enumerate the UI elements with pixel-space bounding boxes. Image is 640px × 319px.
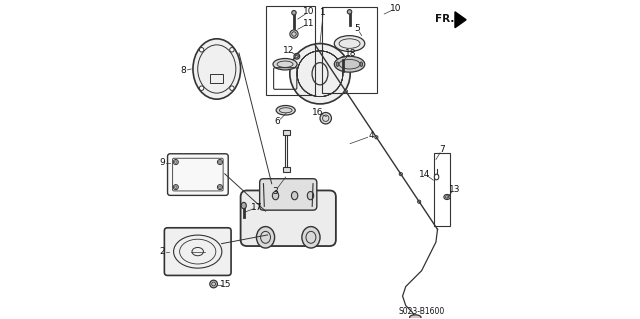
Ellipse shape	[200, 86, 204, 90]
Ellipse shape	[348, 10, 352, 14]
FancyBboxPatch shape	[260, 179, 317, 210]
Bar	[435, 152, 449, 226]
Text: 17: 17	[252, 203, 263, 212]
Ellipse shape	[273, 58, 297, 70]
Ellipse shape	[334, 36, 365, 51]
Ellipse shape	[307, 191, 314, 200]
Text: 4: 4	[369, 131, 374, 140]
Ellipse shape	[219, 161, 221, 163]
Ellipse shape	[344, 90, 348, 93]
Ellipse shape	[210, 280, 218, 288]
Text: 12: 12	[283, 46, 294, 55]
Text: 16: 16	[312, 108, 324, 117]
Ellipse shape	[290, 44, 350, 104]
Bar	[282, 130, 289, 135]
FancyBboxPatch shape	[168, 154, 228, 196]
Text: S023-B1600: S023-B1600	[399, 308, 445, 316]
Ellipse shape	[375, 136, 378, 139]
Text: 11: 11	[303, 19, 314, 28]
Text: 10: 10	[303, 7, 314, 16]
Text: 7: 7	[439, 145, 445, 154]
Text: 8: 8	[180, 66, 186, 75]
Ellipse shape	[257, 226, 275, 248]
Ellipse shape	[435, 174, 439, 180]
Ellipse shape	[292, 11, 296, 15]
Ellipse shape	[320, 113, 332, 124]
Ellipse shape	[360, 62, 362, 66]
Bar	[266, 6, 316, 95]
Ellipse shape	[175, 186, 177, 189]
Ellipse shape	[276, 106, 295, 115]
Ellipse shape	[230, 86, 234, 90]
Ellipse shape	[399, 173, 403, 176]
Text: 13: 13	[449, 185, 460, 194]
Ellipse shape	[193, 39, 241, 99]
Text: 3: 3	[272, 187, 278, 196]
Ellipse shape	[230, 48, 234, 52]
Bar	[321, 7, 377, 93]
Ellipse shape	[273, 191, 278, 200]
Polygon shape	[455, 12, 466, 28]
Ellipse shape	[302, 226, 320, 248]
Ellipse shape	[290, 30, 298, 38]
Ellipse shape	[444, 195, 450, 199]
Text: 1: 1	[321, 8, 326, 17]
Ellipse shape	[219, 186, 221, 189]
Bar	[211, 74, 223, 83]
Ellipse shape	[294, 53, 300, 59]
Bar	[282, 167, 289, 172]
Text: 18: 18	[344, 49, 356, 58]
Ellipse shape	[241, 202, 246, 209]
Text: 9: 9	[159, 158, 165, 167]
Ellipse shape	[417, 200, 420, 203]
Text: FR.: FR.	[435, 14, 454, 24]
Text: 6: 6	[275, 117, 280, 126]
Ellipse shape	[334, 56, 365, 72]
Text: 2: 2	[159, 247, 165, 256]
Ellipse shape	[291, 191, 298, 200]
Ellipse shape	[200, 48, 204, 52]
Text: 10: 10	[390, 4, 401, 13]
Ellipse shape	[410, 315, 421, 319]
Text: 15: 15	[220, 280, 232, 289]
Text: 14: 14	[419, 170, 431, 179]
Text: 5: 5	[355, 24, 360, 33]
FancyBboxPatch shape	[164, 228, 231, 275]
Ellipse shape	[175, 161, 177, 163]
Ellipse shape	[336, 62, 339, 66]
Ellipse shape	[341, 56, 345, 62]
FancyBboxPatch shape	[241, 190, 336, 246]
